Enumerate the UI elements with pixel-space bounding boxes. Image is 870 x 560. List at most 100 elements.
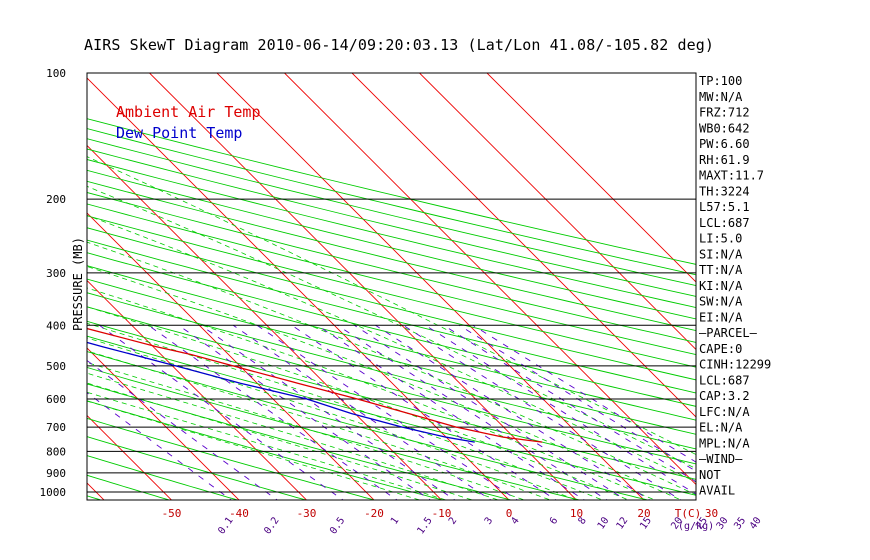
chart-title: AIRS SkewT Diagram 2010-06-14/09:20:03.1… [84,36,715,54]
index-label: SI:N/A [699,247,743,261]
moist-adiabat-line [87,214,696,483]
dry-adiabat-line [87,128,696,276]
index-label: CINH:12299 [699,358,771,372]
y-axis-label: PRESSURE (MB) [71,237,85,331]
index-label: LI:5.0 [699,232,742,246]
pressure-tick-label: 200 [46,193,66,206]
plot-frame [86,72,697,501]
bottom-temp-tick-label: -50 [162,507,182,520]
dewpoint-line [87,341,475,443]
mixing-ratio-line [337,324,608,500]
bottom-temp-tick-label: -40 [229,507,249,520]
pressure-tick-label: 300 [46,267,66,280]
index-label: SW:N/A [699,295,743,309]
index-label: LCL:687 [699,216,750,230]
dry-adiabat-line [87,252,696,407]
pressure-tick-label: 500 [46,360,66,373]
isotherm-line [87,347,240,500]
dry-adiabat-line [87,227,696,381]
legend-entry: Ambient Air Temp [116,103,261,121]
isotherm-line [87,279,308,500]
mixing-ratio-line [443,324,696,483]
isotherm-line [419,73,696,351]
mixing-ratio-line [375,324,651,500]
index-label: AVAIL [699,484,735,498]
mixing-ratio-label: 2 [447,515,459,526]
dry-adiabat-line [87,292,696,450]
pressure-tick-label: 600 [46,393,66,406]
dry-adiabat-line [87,148,696,297]
mixing-ratio-line [472,324,696,463]
index-label: MPL:N/A [699,436,750,450]
pressure-tick-label: 100 [46,67,66,80]
index-label: TT:N/A [699,263,743,277]
bottom-temperature-ticks: -50 -40 -30 -20 -10 0 10 20 30T(C) [162,507,719,520]
dry-adiabat-line [0,73,41,503]
isotherm-line [216,73,645,500]
mixing-ratio-label: 12 [615,515,631,531]
index-label: MAXT:11.7 [699,169,764,183]
index-label: KI:N/A [699,279,743,293]
mixing-ratio-line [99,324,344,500]
dry-adiabat-line [87,180,696,332]
mixing-ratio-label: 4 [509,515,521,526]
moist-adiabat-line [87,266,683,500]
pressure-tick-label: 1000 [40,486,67,499]
isobar-lines [87,198,696,493]
mixing-ratio-line [178,324,432,500]
mixing-ratio-line [354,324,627,500]
moist-adiabat-line [87,287,656,500]
moist-adiabat-line [87,156,696,455]
mixing-ratio-line [403,324,682,500]
dry-adiabat-line [87,159,696,309]
index-label: PW:6.60 [699,137,750,151]
mixing-ratio-line [87,392,232,500]
index-label: WB0:642 [699,121,750,135]
dry-adiabat-line [87,203,696,356]
index-label: CAPE:0 [699,342,742,356]
moist-adiabat-line [87,306,630,500]
index-label: NOT [699,468,721,482]
temp-unit-label: T(C) [675,507,702,520]
mixing-ratio-label: 10 [596,515,612,531]
mixing-ratio-label: 40 [748,515,764,531]
isotherm-line [284,73,696,486]
mixing-ratio-line [87,359,278,500]
moist-adiabat-line [87,241,696,496]
bottom-temp-tick-label: 20 [637,507,650,520]
isotherm-line [87,212,375,500]
mixing-ratio-line [148,324,398,500]
pressure-tick-label: 900 [46,467,66,480]
bottom-temp-tick-label: -30 [297,507,317,520]
pressure-tick-label: 700 [46,421,66,434]
index-label: LCL:687 [699,373,750,387]
moist-adiabat-line [87,372,500,500]
dry-adiabat-line [87,169,696,320]
pressure-tick-label: 800 [46,445,66,458]
mixing-ratio-unit: (g/kg) [678,521,714,532]
mixing-ratio-label: 1 [389,515,401,526]
isotherm-line [87,414,173,500]
index-label: TP:100 [699,74,742,88]
legend: Ambient Air Temp Dew Point Temp [116,103,261,142]
dry-adiabat-line [87,366,581,500]
isotherm-line [486,73,696,283]
index-label: EI:N/A [699,310,743,324]
index-label: L57:5.1 [699,200,750,214]
mixing-ratio-label: 3 [483,515,495,526]
index-label: —WIND— [699,452,743,466]
bottom-temp-tick-label: 30 [705,507,718,520]
index-label: —PARCEL— [699,326,758,340]
dry-adiabat-line [87,215,696,368]
dry-adiabat-line [87,278,696,435]
dry-adiabat-line [87,306,696,465]
dry-adiabat-line [87,192,696,343]
bottom-temp-tick-label: -20 [364,507,384,520]
mixing-ratio-line [200,324,456,500]
isotherm-line [87,144,443,500]
isotherm-line [87,77,510,500]
mixing-ratio-label: 8 [576,515,588,526]
isotherm-line [351,73,696,418]
mixing-ratio-line [232,324,492,500]
mixing-ratio-line [459,324,696,472]
